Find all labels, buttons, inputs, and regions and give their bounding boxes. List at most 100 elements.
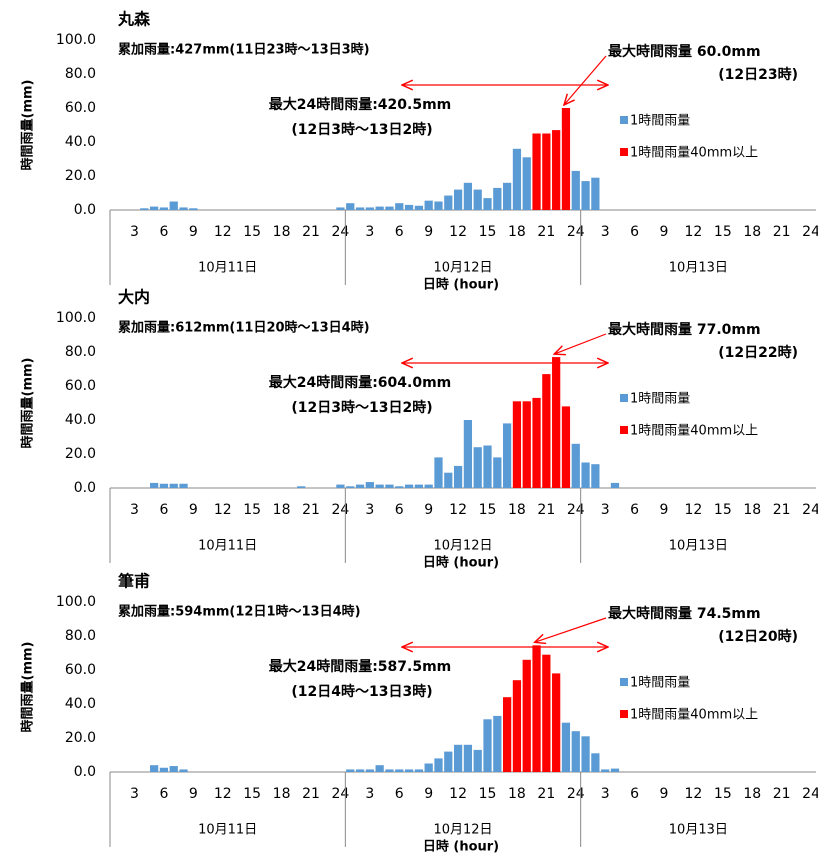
bar xyxy=(591,177,600,210)
bar xyxy=(189,208,198,210)
x-tick-label: 6 xyxy=(159,224,168,240)
bar xyxy=(159,207,169,210)
bar xyxy=(581,181,590,210)
annotation: 最大時間雨量 77.0mm xyxy=(608,321,761,338)
x-tick-label: 3 xyxy=(365,224,374,240)
bar xyxy=(444,472,453,488)
bar xyxy=(444,751,453,772)
bar xyxy=(483,719,492,772)
x-tick-label: 6 xyxy=(395,502,404,518)
group-label: 10月13日 xyxy=(669,261,728,276)
annotation: 最大時間雨量 60.0mm xyxy=(608,43,761,60)
group-label: 10月13日 xyxy=(669,539,728,554)
bar xyxy=(493,457,502,488)
bar xyxy=(532,133,541,210)
bar xyxy=(424,763,433,772)
x-tick-label: 15 xyxy=(714,502,732,518)
x-tick-label: 3 xyxy=(601,224,610,240)
bar xyxy=(483,198,492,210)
x-tick-label: 24 xyxy=(802,224,818,240)
x-tick-label: 12 xyxy=(449,786,467,802)
x-axis-label: 日時 (hour) xyxy=(423,555,499,571)
max-pointer xyxy=(554,333,607,354)
bar xyxy=(395,203,404,210)
bar xyxy=(365,482,374,488)
bar xyxy=(532,645,541,772)
x-tick-label: 24 xyxy=(332,502,350,518)
y-tick-label: 0.0 xyxy=(74,764,96,780)
bar xyxy=(552,673,561,772)
x-tick-label: 21 xyxy=(302,786,320,802)
x-tick-label: 3 xyxy=(601,502,610,518)
x-tick-label: 15 xyxy=(714,224,732,240)
bar xyxy=(463,744,473,772)
x-tick-label: 12 xyxy=(685,502,703,518)
bar xyxy=(424,484,433,488)
bar xyxy=(561,722,571,772)
legend-swatch xyxy=(620,710,628,718)
x-tick-label: 18 xyxy=(508,502,526,518)
bar xyxy=(434,457,443,488)
x-tick-label: 9 xyxy=(189,502,198,518)
bar xyxy=(512,148,522,210)
bar xyxy=(503,697,512,772)
x-tick-label: 18 xyxy=(743,502,761,518)
bar xyxy=(414,769,423,772)
bar xyxy=(522,659,531,772)
y-tick-label: 60.0 xyxy=(65,662,96,678)
bar xyxy=(355,769,365,772)
x-tick-label: 21 xyxy=(537,502,555,518)
bar xyxy=(434,201,443,210)
annotation: (12日20時) xyxy=(718,628,798,645)
bar xyxy=(610,482,620,488)
x-tick-label: 24 xyxy=(802,502,818,518)
x-tick-label: 3 xyxy=(365,502,374,518)
bar xyxy=(552,130,561,210)
annotation: 最大24時間雨量:587.5mm xyxy=(269,658,452,675)
bar xyxy=(375,765,384,772)
annotation: (12日3時～13日2時) xyxy=(291,399,432,416)
bar xyxy=(473,447,482,488)
y-tick-label: 0.0 xyxy=(74,202,96,218)
bar xyxy=(532,397,541,488)
legend-label: 1時間雨量40mm以上 xyxy=(630,146,758,161)
bar xyxy=(365,207,374,210)
bar xyxy=(601,769,610,772)
bar xyxy=(414,484,423,488)
bar xyxy=(355,484,365,488)
legend-swatch xyxy=(620,426,628,434)
bar xyxy=(453,744,463,772)
bar xyxy=(444,195,453,210)
bar xyxy=(169,483,178,488)
x-tick-label: 21 xyxy=(773,224,791,240)
legend-label: 1時間雨量 xyxy=(630,676,690,691)
x-tick-label: 18 xyxy=(273,786,291,802)
x-tick-label: 21 xyxy=(537,224,555,240)
bar xyxy=(561,108,571,210)
bar xyxy=(591,464,600,488)
legend-swatch xyxy=(620,394,628,402)
x-tick-label: 18 xyxy=(508,224,526,240)
bar xyxy=(463,182,473,210)
annotation: (12日22時) xyxy=(718,344,798,361)
bar xyxy=(179,769,188,772)
bar xyxy=(493,187,502,210)
annotation: 最大時間雨量 74.5mm xyxy=(608,605,761,622)
bar xyxy=(395,486,404,488)
bar xyxy=(375,206,384,210)
x-tick-label: 6 xyxy=(159,502,168,518)
x-tick-label: 9 xyxy=(189,786,198,802)
bar xyxy=(512,401,522,488)
group-label: 10月12日 xyxy=(433,539,492,554)
bar xyxy=(404,204,414,210)
bar xyxy=(169,201,178,210)
x-tick-label: 9 xyxy=(189,224,198,240)
x-tick-label: 24 xyxy=(567,502,585,518)
x-tick-label: 18 xyxy=(743,224,761,240)
bar xyxy=(336,207,345,210)
bar xyxy=(404,769,414,772)
legend-label: 1時間雨量40mm以上 xyxy=(630,708,758,723)
bar xyxy=(561,406,571,488)
annotation: 累加雨量:427mm(11日23時～13日3時) xyxy=(118,42,370,58)
group-label: 10月11日 xyxy=(198,823,257,838)
